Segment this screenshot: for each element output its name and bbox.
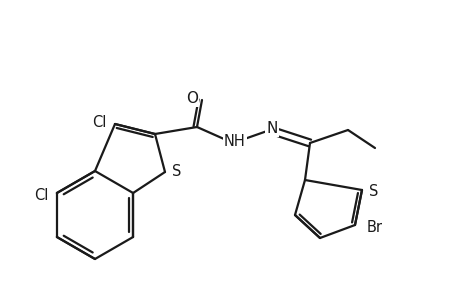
Text: Cl: Cl xyxy=(34,188,48,202)
Text: Br: Br xyxy=(366,220,382,235)
Text: S: S xyxy=(369,184,378,200)
Text: O: O xyxy=(185,91,197,106)
Text: S: S xyxy=(172,164,181,179)
Text: N: N xyxy=(266,121,277,136)
Text: Cl: Cl xyxy=(92,115,106,130)
Text: NH: NH xyxy=(224,134,246,148)
